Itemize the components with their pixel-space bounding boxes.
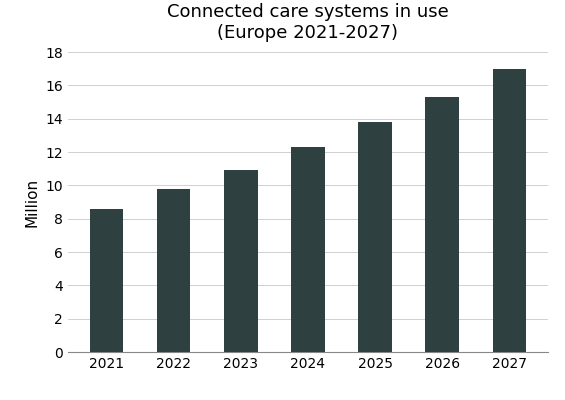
Bar	[90, 209, 123, 352]
Bar	[291, 147, 325, 352]
Bar	[224, 170, 258, 352]
Title: Connected care systems in use
(Europe 2021-2027): Connected care systems in use (Europe 20…	[167, 3, 449, 42]
Bar	[493, 69, 526, 352]
Bar	[425, 97, 459, 352]
Y-axis label: Million: Million	[25, 178, 40, 226]
Bar	[358, 122, 392, 352]
Bar	[157, 189, 190, 352]
